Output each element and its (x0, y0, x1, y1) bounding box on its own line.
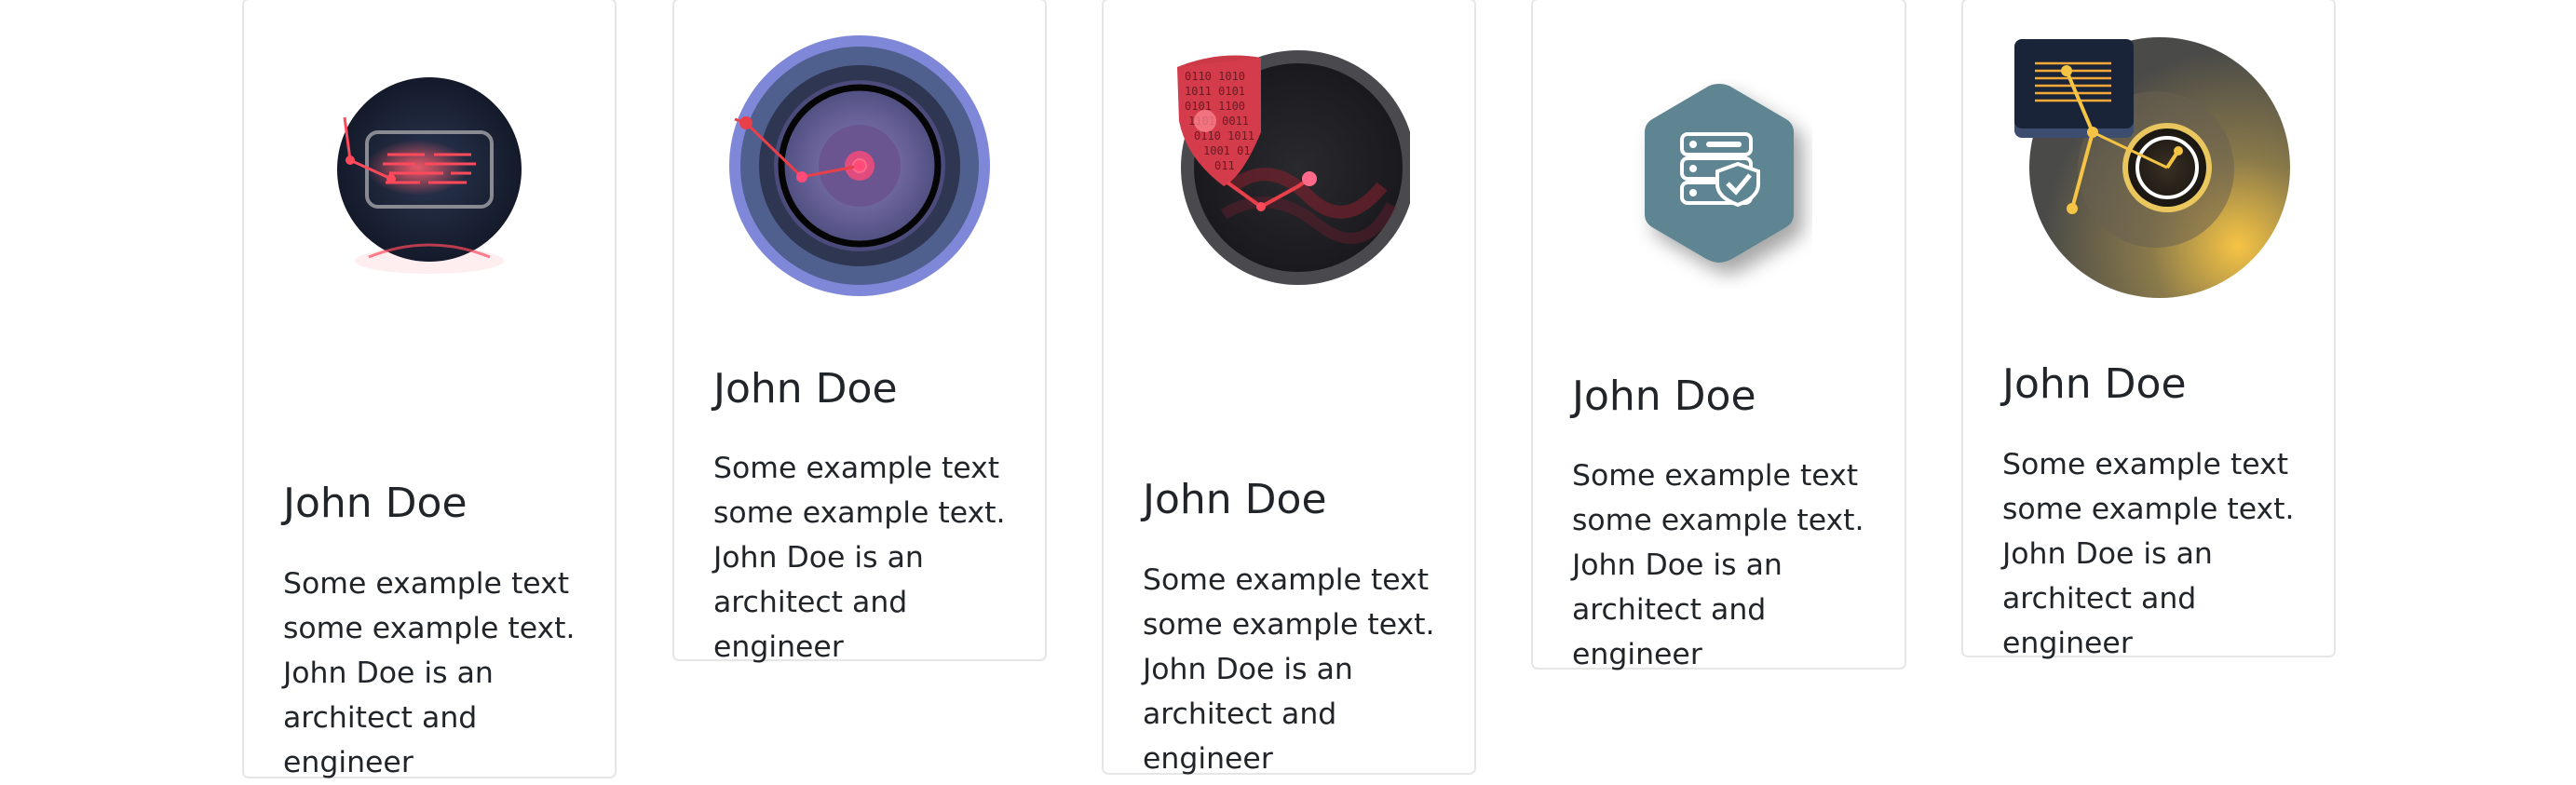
gold-dial-icon (2007, 35, 2290, 300)
card-text: Some example text some example text. Joh… (283, 567, 576, 779)
circuit-chip-icon (332, 74, 527, 279)
profile-card-3: 0110 1010 1011 0101 0101 1100 1101 0011 … (1102, 0, 1476, 776)
card-title: John Doe (1572, 372, 1756, 420)
card-title: John Doe (283, 480, 468, 527)
profile-card-2: John Doe Some example text some example … (672, 0, 1047, 664)
card-title: John Doe (713, 365, 898, 413)
card-text: Some example text some example text. Joh… (2002, 448, 2295, 660)
profile-card-5: John Doe Some example text some example … (1961, 0, 2336, 660)
card-title: John Doe (1143, 476, 1327, 523)
profile-card-4: John Doe Some example text some example … (1531, 0, 1906, 671)
svg-text:011: 011 (1214, 159, 1235, 172)
svg-text:1011 0101: 1011 0101 (1185, 85, 1245, 98)
svg-text:0110 1011: 0110 1011 (1194, 129, 1254, 142)
svg-text:0110 1010: 0110 1010 (1185, 70, 1245, 83)
secure-server-icon (1626, 78, 1812, 289)
svg-text:1001 01: 1001 01 (1203, 144, 1251, 157)
profile-card-1: John Doe Some example text some example … (242, 0, 617, 779)
card-text: Some example text some example text. Joh… (713, 452, 1006, 664)
svg-text:0101 1100: 0101 1100 (1185, 100, 1245, 113)
card-title: John Doe (2002, 360, 2187, 408)
card-text: Some example text some example text. Joh… (1572, 459, 1864, 671)
card-text: Some example text some example text. Joh… (1143, 563, 1435, 776)
radar-lens-icon (727, 34, 992, 298)
binary-shield-icon: 0110 1010 1011 0101 0101 1100 1101 0011 … (1168, 47, 1410, 291)
